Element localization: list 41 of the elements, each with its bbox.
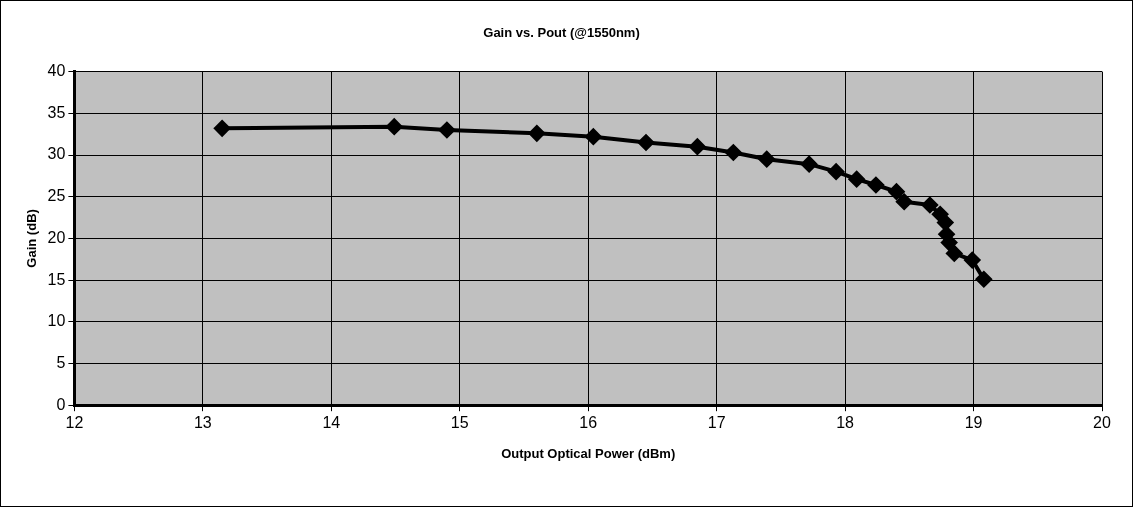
x-tick-label: 18	[836, 414, 855, 432]
point	[975, 271, 992, 288]
point	[896, 193, 913, 210]
point	[801, 156, 818, 173]
point	[585, 128, 602, 145]
y-axis-title: Gain (dB)	[24, 209, 40, 268]
point	[386, 118, 403, 135]
point	[848, 171, 865, 188]
point	[867, 177, 884, 194]
point	[689, 138, 706, 155]
y-tick-label: 5	[56, 353, 66, 371]
x-tick-label: 15	[450, 414, 469, 432]
point	[946, 245, 963, 262]
point	[758, 151, 775, 168]
point	[921, 197, 938, 214]
point	[528, 125, 545, 142]
x-tick-label: 20	[1093, 414, 1111, 432]
point	[638, 134, 654, 151]
y-tick-label: 40	[47, 62, 66, 80]
y-tick-label: 0	[56, 395, 66, 413]
point	[888, 183, 905, 200]
y-tick-label: 20	[47, 228, 66, 246]
point	[828, 163, 845, 180]
point	[937, 214, 954, 231]
y-tick-label: 35	[47, 103, 66, 121]
y-tick-label: 10	[47, 312, 66, 330]
y-tick-label: 30	[47, 145, 66, 163]
point	[725, 144, 742, 161]
y-tick-label: 25	[47, 187, 66, 205]
x-axis-title: Output Optical Power (dBm)	[501, 445, 676, 461]
x-tick-label: 19	[964, 414, 983, 432]
chart-title: Gain vs. Pout (@1550nm)	[483, 25, 640, 41]
x-tick-label: 12	[65, 414, 84, 432]
x-tick-label: 16	[579, 414, 598, 432]
x-tick-label: 17	[707, 414, 726, 432]
point	[438, 121, 455, 138]
y-tick-label: 15	[47, 270, 66, 288]
point	[964, 252, 981, 269]
x-tick-label: 14	[322, 414, 341, 432]
point	[214, 120, 231, 137]
x-tick-label: 13	[193, 414, 212, 432]
